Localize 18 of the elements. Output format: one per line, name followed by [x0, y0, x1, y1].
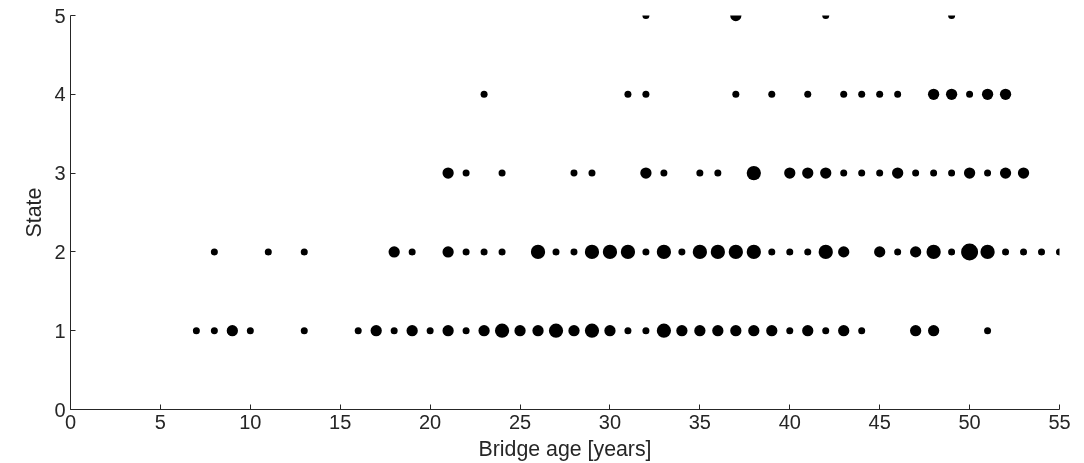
x-axis-title: Bridge age [years]	[478, 436, 652, 461]
y-tick-label: 5	[54, 4, 66, 27]
y-tick-label: 2	[54, 240, 66, 263]
x-tick-label: 40	[778, 410, 801, 433]
y-tick-label: 1	[54, 319, 66, 342]
x-tick-label: 55	[1048, 410, 1071, 433]
x-tick-label: 15	[329, 410, 352, 433]
x-tick-label: 35	[688, 410, 711, 433]
x-tick-label: 45	[868, 410, 891, 433]
y-axis-title: State	[22, 187, 47, 238]
x-tick-label: 20	[419, 410, 442, 433]
x-tick-label: 50	[958, 410, 981, 433]
y-tick-label: 4	[54, 83, 66, 106]
x-tick-label: 25	[508, 410, 532, 433]
y-tick-label: 3	[54, 162, 66, 185]
x-tick-label: 5	[154, 410, 166, 433]
x-tick-label: 30	[598, 410, 622, 433]
x-tick-label: 10	[239, 410, 262, 433]
